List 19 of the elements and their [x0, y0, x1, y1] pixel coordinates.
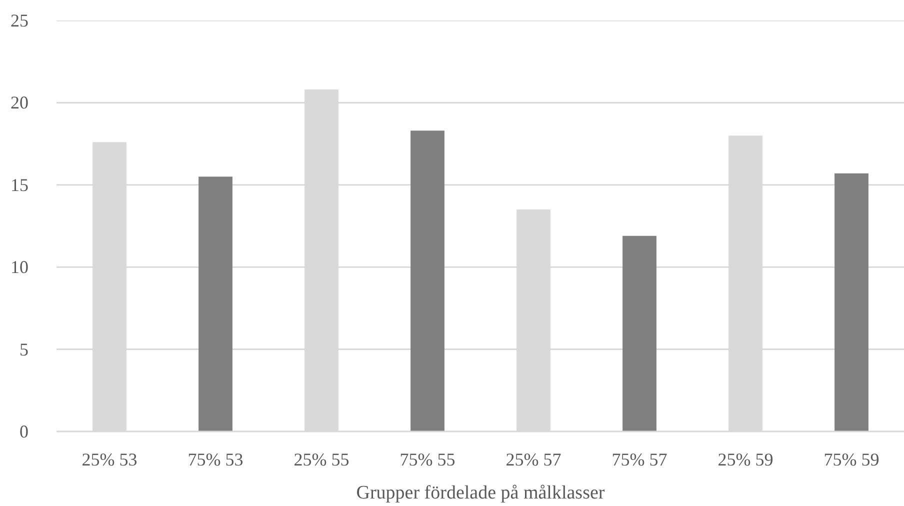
- x-tick-label: 25% 59: [718, 450, 774, 470]
- y-tick-label: 25: [10, 10, 28, 30]
- bar: [622, 236, 656, 432]
- y-tick-label: 5: [20, 339, 28, 360]
- x-tick-label: 75% 55: [400, 450, 456, 470]
- x-tick-label: 75% 53: [188, 450, 244, 470]
- x-tick-label: 25% 55: [294, 450, 350, 470]
- x-axis-title: Grupper fördelade på målklasser: [356, 482, 606, 504]
- y-tick-label: 10: [10, 257, 28, 278]
- y-tick-label: 0: [20, 422, 28, 442]
- x-tick-label: 75% 57: [612, 450, 668, 470]
- bar: [198, 176, 232, 432]
- bar: [410, 130, 444, 432]
- bar: [834, 173, 868, 432]
- y-tick-label: 20: [10, 92, 28, 113]
- x-tick-label: 25% 57: [506, 450, 562, 470]
- y-tick-label: 15: [10, 174, 28, 195]
- x-tick-label: 75% 59: [824, 450, 880, 470]
- x-tick-label: 25% 53: [82, 450, 138, 470]
